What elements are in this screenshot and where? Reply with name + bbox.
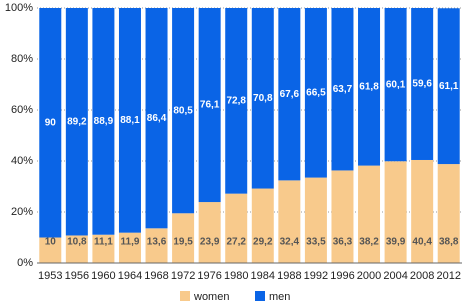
bar-segment bbox=[145, 8, 168, 229]
x-tick-label: 2012 bbox=[436, 270, 460, 282]
y-tick-label: 80% bbox=[11, 53, 33, 65]
legend-swatch bbox=[180, 291, 190, 301]
value-label: 59,6 bbox=[412, 79, 432, 90]
y-tick-label: 100% bbox=[5, 2, 33, 14]
x-tick-label: 1992 bbox=[304, 270, 328, 282]
bar-segment bbox=[65, 8, 88, 236]
value-label: 29,2 bbox=[253, 237, 273, 248]
value-label: 40,4 bbox=[412, 237, 432, 248]
value-label: 72,8 bbox=[226, 95, 246, 106]
value-label: 38,8 bbox=[439, 237, 459, 248]
value-label: 80,5 bbox=[173, 105, 193, 116]
bar-segment bbox=[437, 8, 460, 165]
bar-segment bbox=[384, 8, 407, 162]
value-label: 63,7 bbox=[333, 84, 353, 95]
value-label: 90 bbox=[45, 117, 57, 128]
value-label: 60,1 bbox=[386, 79, 406, 90]
legend-label: men bbox=[269, 291, 290, 303]
x-tick-label: 1996 bbox=[330, 270, 354, 282]
y-tick-label: 40% bbox=[11, 155, 33, 167]
value-label: 61,8 bbox=[359, 81, 379, 92]
legend-swatch bbox=[255, 291, 265, 301]
value-label: 11,1 bbox=[94, 237, 113, 248]
bar-segment bbox=[251, 188, 274, 263]
value-label: 70,8 bbox=[253, 93, 273, 104]
bar-segment bbox=[384, 161, 407, 263]
value-label: 88,9 bbox=[94, 116, 114, 127]
bar-segment bbox=[278, 8, 301, 181]
bar-segment bbox=[304, 8, 327, 178]
value-label: 67,6 bbox=[280, 89, 300, 100]
bar-segment bbox=[358, 165, 381, 263]
value-label: 19,5 bbox=[173, 237, 193, 248]
bar-segment bbox=[251, 8, 274, 189]
value-label: 23,9 bbox=[200, 237, 220, 248]
bar-segment bbox=[39, 237, 62, 263]
x-tick-label: 1980 bbox=[224, 270, 248, 282]
value-label: 86,4 bbox=[147, 113, 167, 124]
y-tick-label: 20% bbox=[11, 206, 33, 218]
value-label: 33,5 bbox=[306, 237, 326, 248]
value-label: 13,6 bbox=[147, 237, 167, 248]
bar-segment bbox=[118, 8, 141, 233]
bar-segment bbox=[278, 180, 301, 263]
bar-segment bbox=[198, 202, 221, 263]
bar-segment bbox=[358, 8, 381, 166]
value-label: 76,1 bbox=[200, 100, 220, 111]
bar-segment bbox=[225, 8, 248, 194]
value-label: 10,8 bbox=[67, 237, 87, 248]
bar-segment bbox=[92, 234, 115, 263]
bar-segment bbox=[411, 159, 434, 263]
value-label: 11,9 bbox=[121, 237, 140, 248]
bar-segment bbox=[225, 193, 248, 263]
value-label: 32,4 bbox=[280, 237, 300, 248]
x-tick-label: 1976 bbox=[197, 270, 221, 282]
bar-segment bbox=[92, 8, 115, 235]
bar-segment bbox=[331, 8, 354, 171]
x-tick-label: 1964 bbox=[118, 270, 142, 282]
bar-segment bbox=[304, 177, 327, 263]
x-tick-label: 1984 bbox=[251, 270, 275, 282]
bar-segment bbox=[118, 232, 141, 263]
bar-segment bbox=[331, 170, 354, 263]
bar-segment bbox=[39, 8, 62, 238]
y-tick-label: 60% bbox=[11, 104, 33, 116]
value-label: 38,2 bbox=[359, 237, 379, 248]
value-label: 66,5 bbox=[306, 87, 326, 98]
bar-segment bbox=[437, 164, 460, 263]
y-tick-label: 0% bbox=[17, 257, 33, 269]
bar-segment bbox=[172, 8, 195, 214]
x-tick-label: 2004 bbox=[383, 270, 407, 282]
value-label: 88,1 bbox=[120, 115, 140, 126]
value-label: 36,3 bbox=[333, 237, 353, 248]
x-tick-label: 1953 bbox=[38, 270, 62, 282]
bar-segment bbox=[145, 228, 168, 263]
x-tick-label: 1968 bbox=[144, 270, 168, 282]
x-tick-label: 1972 bbox=[171, 270, 195, 282]
bar-segment bbox=[65, 235, 88, 263]
value-label: 89,2 bbox=[67, 116, 87, 127]
x-tick-label: 1960 bbox=[91, 270, 115, 282]
value-label: 39,9 bbox=[386, 237, 406, 248]
bar-segment bbox=[198, 8, 221, 203]
x-tick-label: 1988 bbox=[277, 270, 301, 282]
value-label: 61,1 bbox=[439, 81, 459, 92]
x-tick-label: 2008 bbox=[410, 270, 434, 282]
value-label: 27,2 bbox=[226, 237, 246, 248]
bar-segment bbox=[411, 8, 434, 160]
value-label: 10 bbox=[45, 237, 57, 248]
x-tick-label: 2000 bbox=[357, 270, 381, 282]
x-tick-label: 1956 bbox=[65, 270, 89, 282]
bar-segment bbox=[172, 213, 195, 263]
legend-label: women bbox=[193, 291, 229, 303]
